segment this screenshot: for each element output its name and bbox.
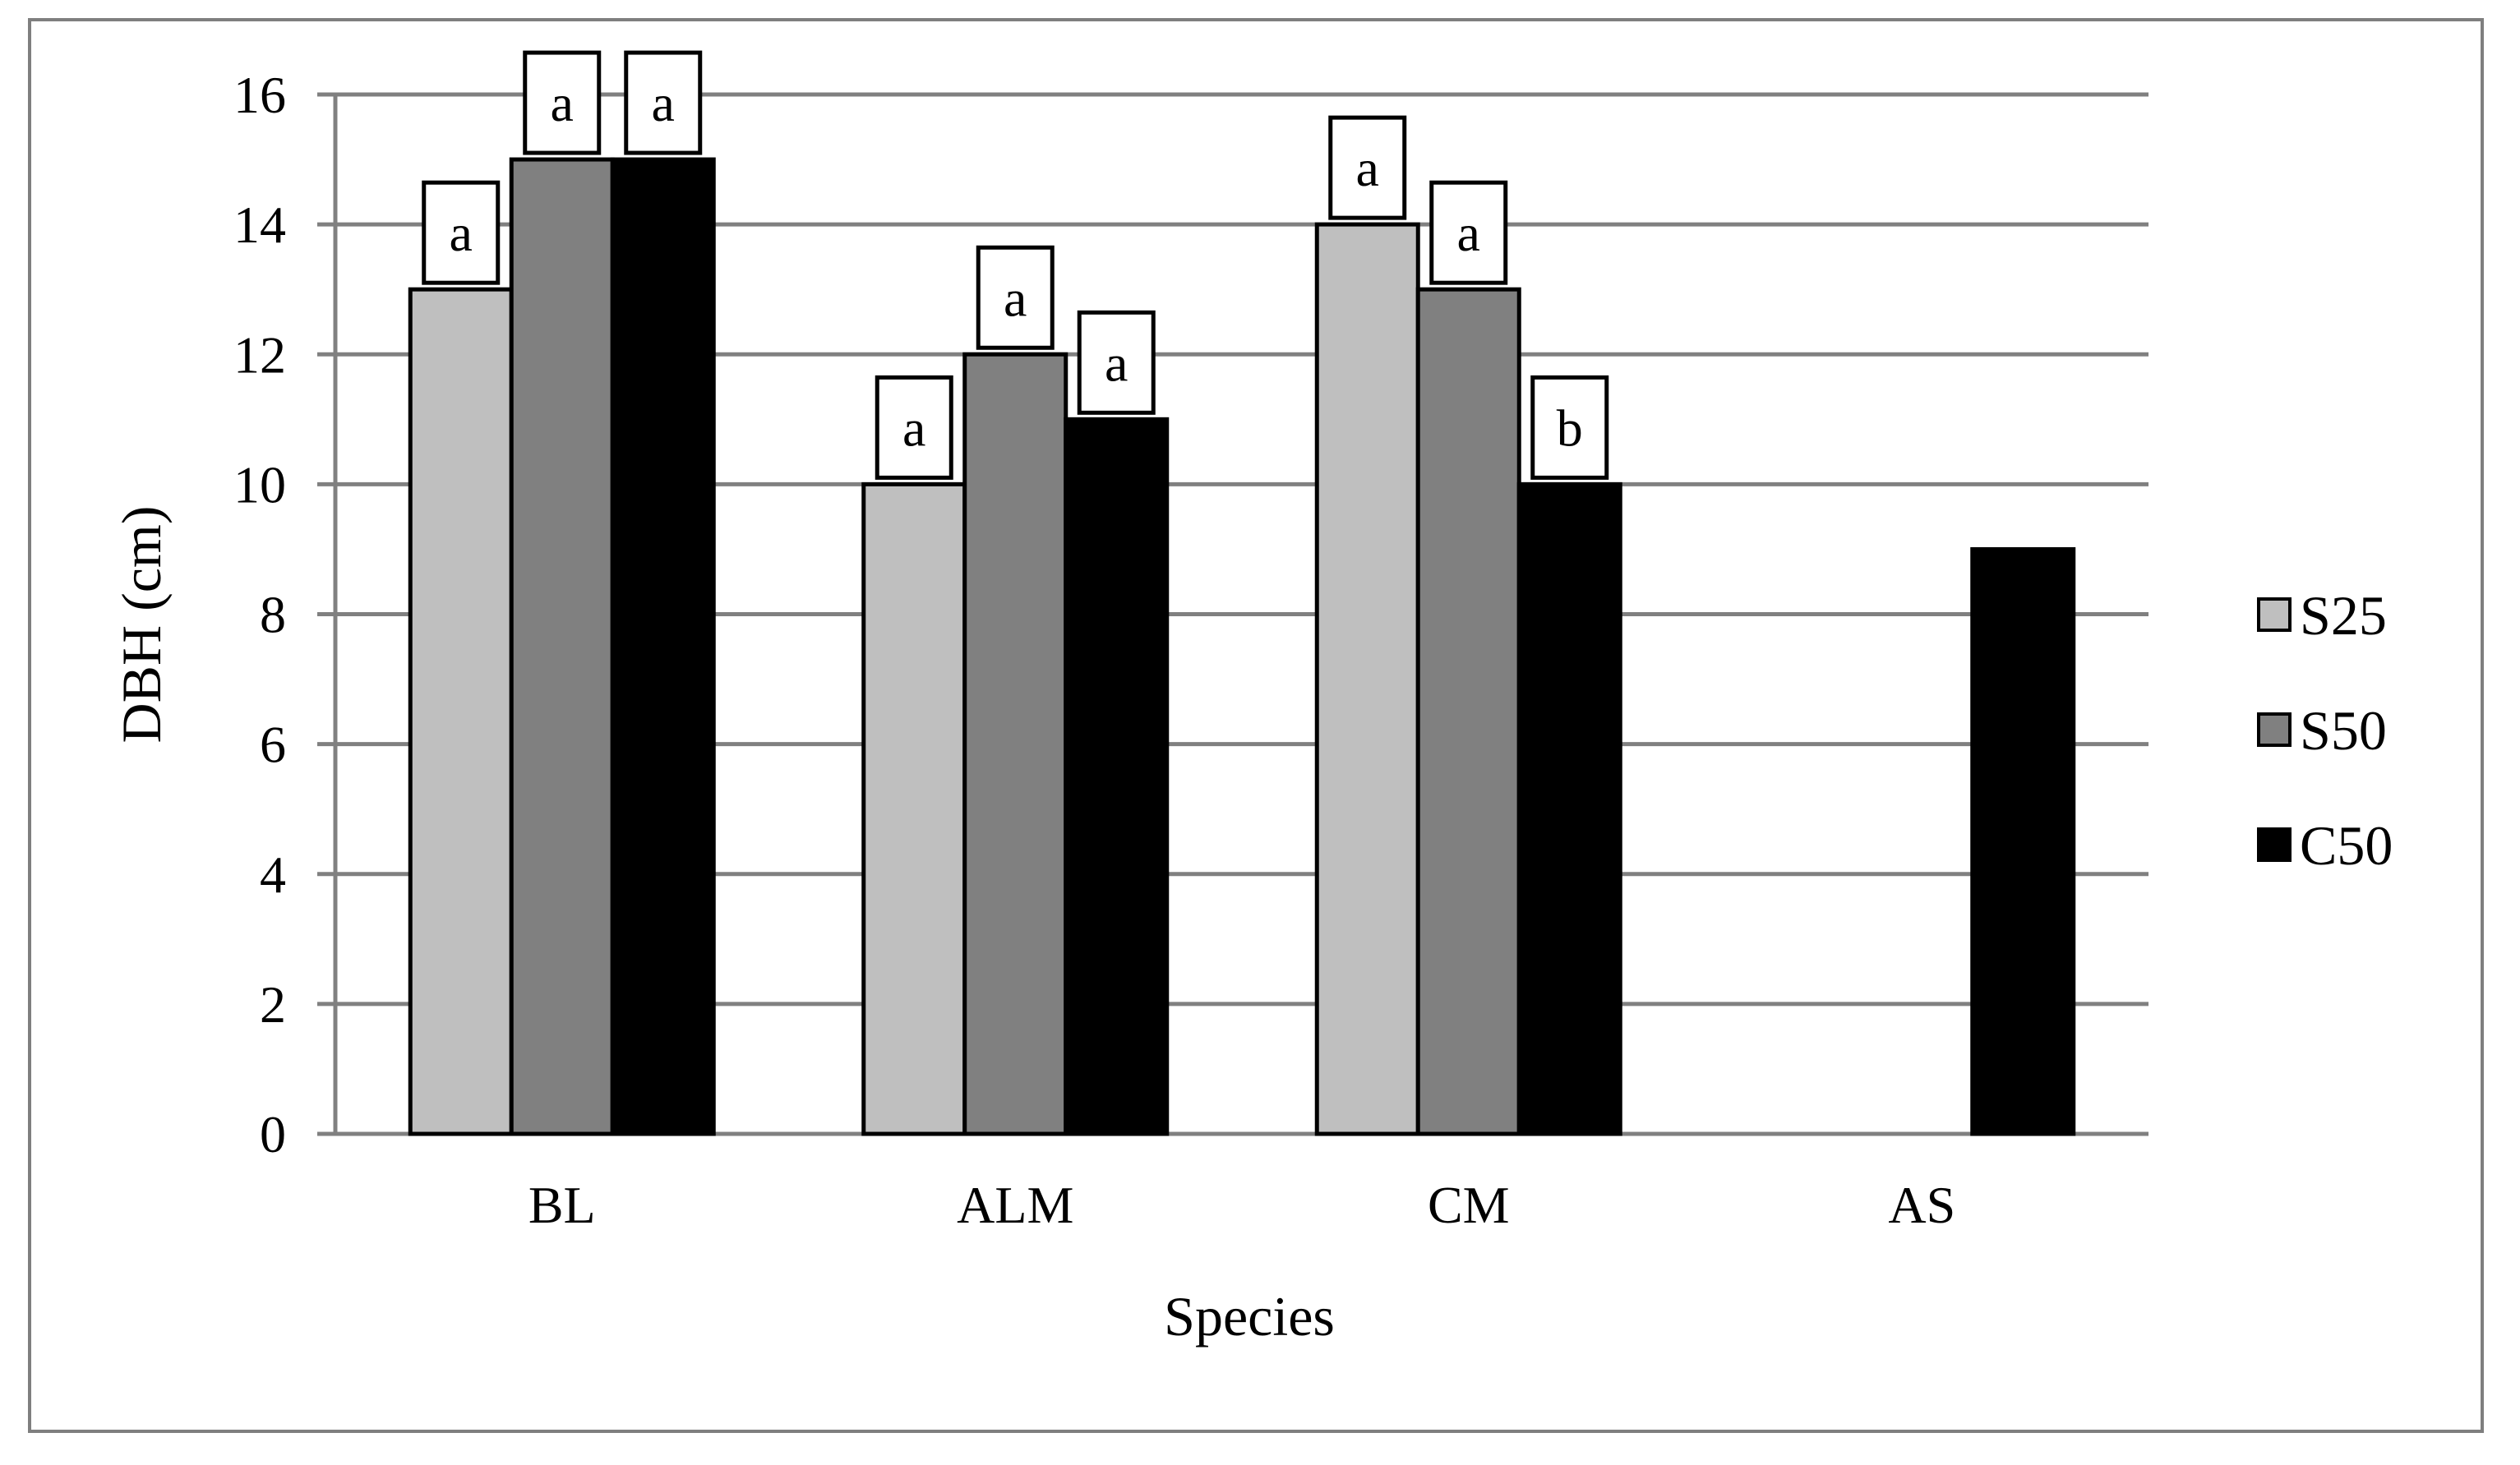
bar-c50-alm (1064, 417, 1170, 1136)
bar-s25-bl (408, 287, 514, 1136)
significance-box (422, 180, 501, 285)
legend-label-s50: S50 (2300, 699, 2387, 762)
significance-letter: a (1457, 204, 1480, 262)
x-tick-label: BL (528, 1176, 596, 1234)
y-tick-label: 10 (233, 455, 286, 514)
significance-letter: a (1105, 334, 1128, 392)
legend-label-s25: S25 (2300, 584, 2387, 647)
significance-letter: a (450, 204, 473, 262)
y-tick-label: 6 (260, 716, 286, 774)
significance-letter: b (1557, 398, 1583, 457)
y-tick-label: 0 (260, 1105, 286, 1163)
significance-box (1077, 310, 1156, 415)
legend-swatch-c50 (2257, 827, 2292, 862)
significance-labels: a a a a a a a a b (422, 50, 1609, 480)
significance-letter: a (902, 398, 925, 457)
y-tick-label: 8 (260, 586, 286, 644)
bar-c50-bl (610, 157, 716, 1136)
significance-letter: a (551, 74, 574, 132)
x-tick-label: ALM (957, 1176, 1073, 1234)
significance-letter: a (1004, 269, 1027, 327)
bar-s50-alm (962, 352, 1068, 1136)
bar-c50-cm (1516, 481, 1622, 1136)
significance-letter: a (652, 74, 675, 132)
significance-letter: a (1356, 139, 1379, 197)
significance-box (1530, 375, 1609, 480)
significance-box (624, 50, 703, 155)
significance-box (1429, 180, 1508, 285)
bar-s50-cm (1415, 287, 1521, 1136)
significance-box (523, 50, 602, 155)
significance-box (976, 245, 1055, 350)
bar-s25-alm (861, 481, 967, 1136)
y-tick-label: 2 (260, 975, 286, 1034)
significance-box (875, 375, 953, 480)
tick-labels: 0 2 4 6 8 10 12 14 16 BL ALM CM AS (233, 66, 1955, 1234)
x-tick-label: AS (1888, 1176, 1955, 1234)
y-axis-title: DBH (cm) (110, 506, 173, 744)
y-tick-label: 16 (233, 66, 286, 124)
legend-swatch-s25 (2257, 597, 2292, 632)
legend-label-c50: C50 (2300, 814, 2393, 877)
bar-s50-bl (509, 157, 615, 1136)
bar-s25-cm (1314, 222, 1420, 1136)
legend: S25 S50 C50 (2257, 584, 2393, 877)
legend-swatch-s50 (2257, 712, 2292, 747)
x-tick-label: CM (1428, 1176, 1510, 1234)
y-tick-label: 12 (233, 325, 286, 384)
bars (408, 157, 2076, 1136)
x-axis-title: Species (1164, 1285, 1335, 1348)
y-tick-label: 14 (233, 196, 286, 254)
significance-box (1328, 115, 1407, 220)
bar-c50-as (1970, 546, 2076, 1136)
y-tick-label: 4 (260, 845, 286, 904)
